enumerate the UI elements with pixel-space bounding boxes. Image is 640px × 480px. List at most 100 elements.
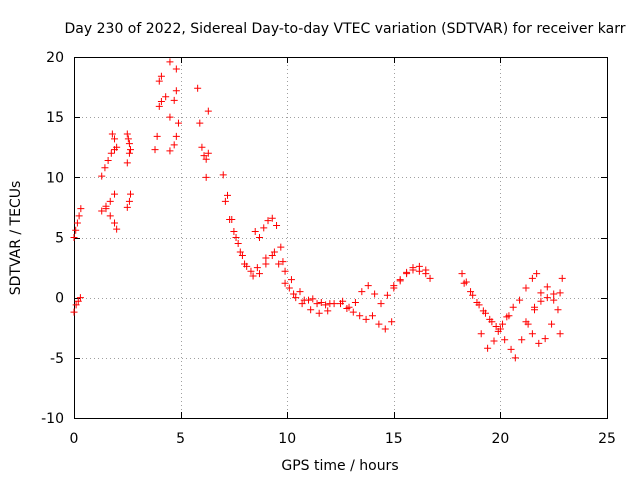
data-point [151,146,159,154]
data-point [153,132,161,140]
data-point [290,290,298,298]
data-point [556,289,564,297]
data-point [531,306,539,314]
series-sat-b [70,205,85,241]
data-point [170,141,178,149]
y-tick-label-4: 10 [46,170,64,186]
data-point [356,312,364,320]
data-point [484,344,492,352]
x-tick-label-3: 15 [385,431,403,447]
data-point [388,318,396,326]
data-point [351,298,359,306]
data-point [496,325,504,333]
data-point [273,221,281,229]
axis-ticks: 0 5 10 15 20 25 -10 -5 0 5 10 15 20 [41,50,616,447]
series-sat-w [460,279,513,331]
data-point [157,72,165,80]
data-point [236,248,244,256]
data-point [226,215,234,223]
x-tick-label-1: 5 [176,431,185,447]
data-point [260,224,268,232]
data-point [172,87,180,95]
data-point [292,294,300,302]
data-point [315,309,323,317]
data-point [537,289,545,297]
series-sat-a [70,294,84,316]
data-point [477,330,485,338]
data-point [166,147,174,155]
data-point [106,197,114,205]
data-point [281,279,289,287]
x-tick-label-4: 20 [491,431,509,447]
data-point [194,84,202,92]
series-sat-i [123,190,134,211]
data-point [473,298,481,306]
data-point [558,274,566,282]
data-point [204,107,212,115]
data-point [123,159,131,167]
data-point [113,225,121,233]
series-sat-o [202,149,212,163]
data-point [162,93,170,101]
data-point [358,288,366,296]
data-point [202,155,210,163]
data-point [503,313,511,321]
data-point [479,307,487,315]
series-sat-f [102,205,121,233]
data-point [543,294,551,302]
data-point [234,240,242,248]
data-point [524,320,532,328]
data-point [528,274,536,282]
data-point [307,306,315,314]
series-sat-g [123,149,133,167]
series-sat-q [221,197,332,317]
data-point [107,149,115,157]
data-point [264,217,272,225]
data-point [492,323,500,331]
data-point [111,190,119,198]
data-point [221,197,229,205]
data-point [375,320,383,328]
data-point [106,212,114,220]
data-point [349,308,357,316]
data-point [155,102,163,110]
data-point [554,306,562,314]
data-point [262,254,270,262]
data-point [337,300,344,308]
data-point [73,219,81,227]
data-point [371,290,379,298]
y-tick-label-2: 0 [55,291,64,307]
data-point [281,267,289,275]
data-point [507,345,515,353]
data-point [279,258,287,266]
data-point [232,234,240,241]
data-point [166,113,174,121]
data-point [469,291,477,299]
data-point [249,272,257,280]
data-point [157,98,165,106]
data-point [409,264,417,272]
series-sat-j [151,93,174,154]
data-point [537,297,545,305]
data-point [511,354,519,362]
data-point [362,315,370,323]
data-point [198,143,206,151]
data-point [383,291,391,299]
data-point [172,65,180,73]
x-tick-label-2: 10 [278,431,296,447]
data-point [422,266,430,274]
data-point [285,284,293,292]
y-tick-label-5: 15 [46,110,64,126]
data-point [518,336,526,344]
data-point [219,171,227,179]
data-point [268,214,276,222]
data-point [243,262,251,270]
data-point [77,205,85,213]
data-point [126,146,134,154]
data-point [262,260,270,268]
data-point [70,234,78,241]
data-point [403,270,411,278]
data-point [101,164,109,172]
data-point [550,290,558,298]
